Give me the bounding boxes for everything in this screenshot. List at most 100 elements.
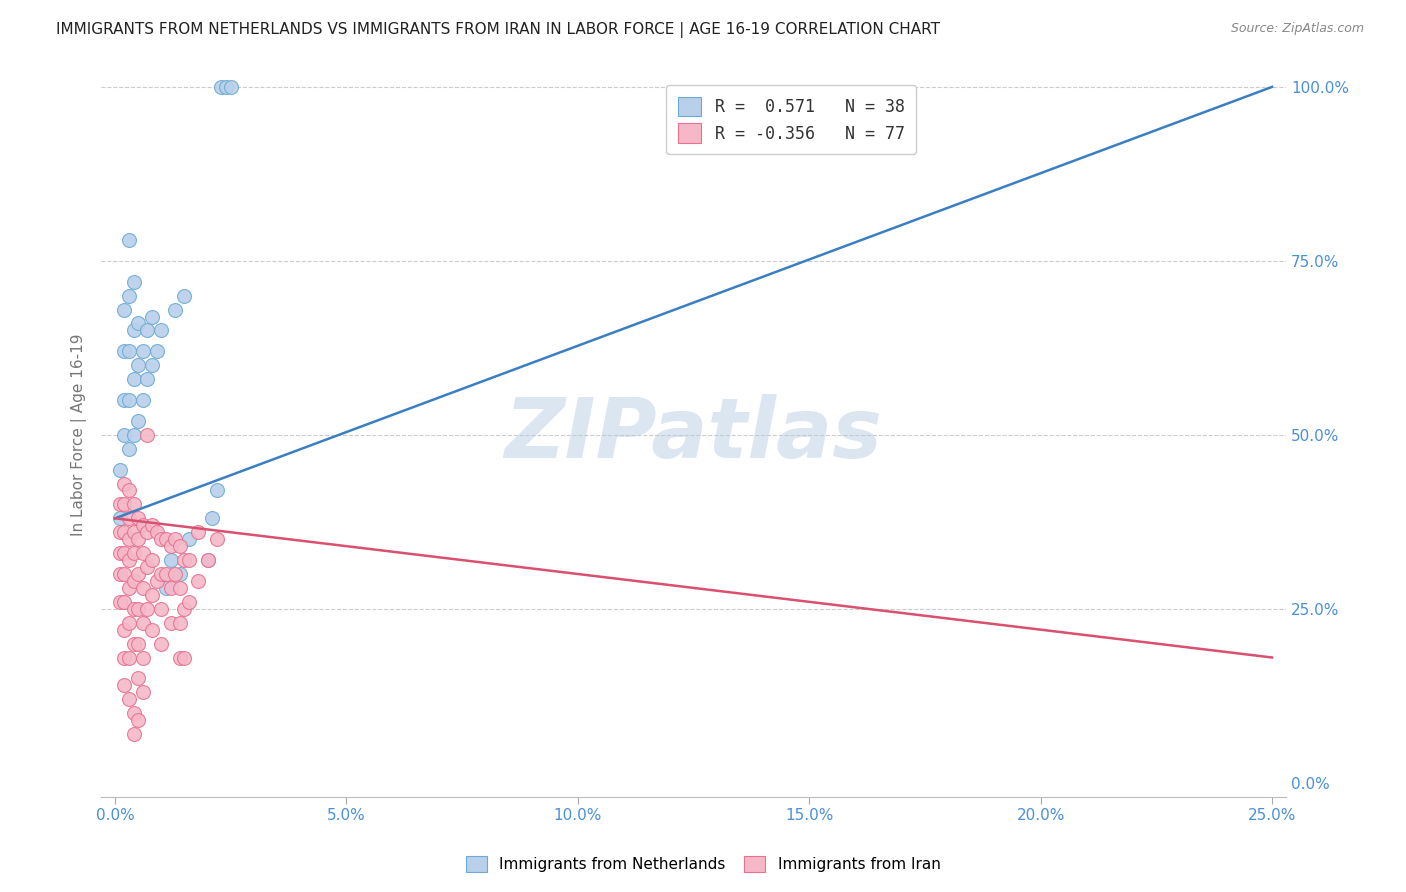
Point	[132, 344, 155, 359]
Point	[145, 344, 167, 359]
Point	[155, 581, 177, 595]
Point	[118, 692, 141, 706]
Point	[108, 462, 131, 476]
Point	[118, 392, 141, 407]
Point	[141, 518, 163, 533]
Point	[159, 553, 181, 567]
Point	[112, 566, 135, 581]
Point	[145, 574, 167, 588]
Point	[122, 546, 145, 560]
Point	[173, 602, 195, 616]
Point	[122, 525, 145, 540]
Point	[118, 233, 141, 247]
Point	[127, 566, 149, 581]
Point	[122, 574, 145, 588]
Point	[122, 323, 145, 337]
Point	[187, 525, 209, 540]
Point	[112, 344, 135, 359]
Legend: Immigrants from Netherlands, Immigrants from Iran: Immigrants from Netherlands, Immigrants …	[458, 848, 948, 880]
Point	[159, 615, 181, 630]
Point	[122, 602, 145, 616]
Point	[122, 427, 145, 442]
Point	[108, 511, 131, 525]
Y-axis label: In Labor Force | Age 16-19: In Labor Force | Age 16-19	[72, 334, 87, 536]
Point	[141, 553, 163, 567]
Point	[132, 650, 155, 665]
Point	[219, 79, 242, 94]
Point	[150, 637, 173, 651]
Point	[177, 532, 200, 546]
Point	[141, 623, 163, 637]
Point	[122, 275, 145, 289]
Point	[112, 392, 135, 407]
Point	[150, 566, 173, 581]
Point	[122, 497, 145, 511]
Point	[118, 615, 141, 630]
Point	[155, 566, 177, 581]
Point	[169, 539, 191, 553]
Point	[108, 497, 131, 511]
Point	[127, 414, 149, 428]
Point	[132, 392, 155, 407]
Point	[112, 678, 135, 692]
Point	[118, 650, 141, 665]
Point	[165, 532, 187, 546]
Point	[127, 532, 149, 546]
Point	[132, 546, 155, 560]
Point	[159, 581, 181, 595]
Point	[150, 602, 173, 616]
Point	[136, 560, 159, 574]
Point	[150, 532, 173, 546]
Point	[141, 588, 163, 602]
Point	[127, 602, 149, 616]
Point	[108, 566, 131, 581]
Point	[201, 511, 224, 525]
Point	[132, 615, 155, 630]
Point	[112, 623, 135, 637]
Point	[205, 483, 228, 498]
Text: Source: ZipAtlas.com: Source: ZipAtlas.com	[1230, 22, 1364, 36]
Point	[122, 372, 145, 386]
Point	[118, 442, 141, 456]
Point	[169, 566, 191, 581]
Point	[127, 713, 149, 727]
Point	[136, 525, 159, 540]
Point	[122, 706, 145, 721]
Point	[141, 310, 163, 324]
Point	[112, 427, 135, 442]
Point	[118, 288, 141, 302]
Point	[118, 344, 141, 359]
Point	[173, 288, 195, 302]
Point	[127, 317, 149, 331]
Text: IMMIGRANTS FROM NETHERLANDS VS IMMIGRANTS FROM IRAN IN LABOR FORCE | AGE 16-19 C: IMMIGRANTS FROM NETHERLANDS VS IMMIGRANT…	[56, 22, 941, 38]
Point	[132, 685, 155, 699]
Point	[173, 553, 195, 567]
Point	[136, 323, 159, 337]
Point	[145, 525, 167, 540]
Point	[165, 302, 187, 317]
Text: ZIPatlas: ZIPatlas	[505, 394, 883, 475]
Point	[108, 546, 131, 560]
Point	[197, 553, 219, 567]
Point	[127, 672, 149, 686]
Point	[211, 79, 233, 94]
Point	[118, 483, 141, 498]
Point	[112, 650, 135, 665]
Point	[169, 581, 191, 595]
Point	[122, 727, 145, 741]
Point	[155, 532, 177, 546]
Point	[169, 615, 191, 630]
Point	[187, 574, 209, 588]
Point	[136, 427, 159, 442]
Point	[112, 497, 135, 511]
Point	[118, 553, 141, 567]
Point	[112, 595, 135, 609]
Point	[169, 650, 191, 665]
Point	[132, 581, 155, 595]
Point	[118, 532, 141, 546]
Point	[108, 525, 131, 540]
Point	[136, 602, 159, 616]
Point	[112, 546, 135, 560]
Point	[112, 525, 135, 540]
Point	[127, 358, 149, 372]
